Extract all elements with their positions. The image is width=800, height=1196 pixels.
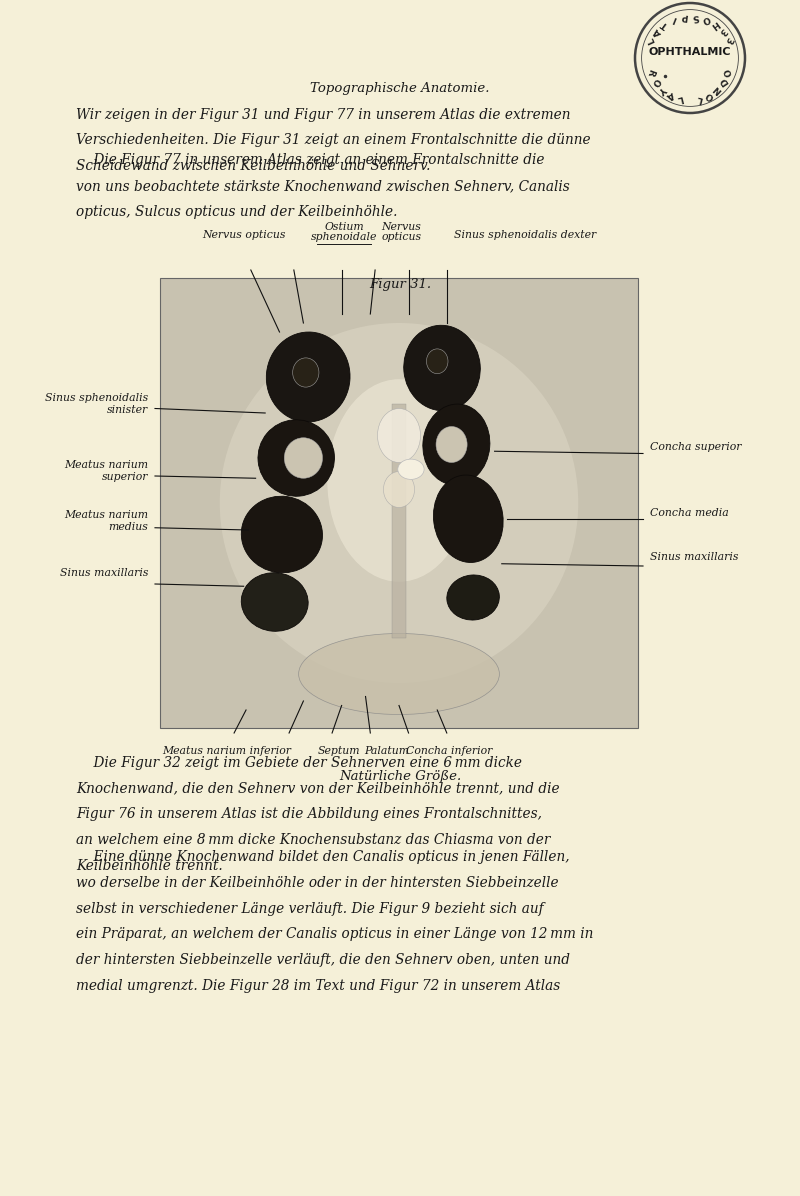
Text: Die Figur 77 in unserem Atlas zeigt an einem Frontalschnitte die: Die Figur 77 in unserem Atlas zeigt an e… xyxy=(76,153,545,167)
Text: Knochenwand, die den Sehnerv von der Keilbeinhöhle trennt, und die: Knochenwand, die den Sehnerv von der Kei… xyxy=(76,782,560,795)
Text: von uns beobachtete stärkste Knochenwand zwischen Sehnerv, Canalis: von uns beobachtete stärkste Knochenwand… xyxy=(76,179,570,193)
Ellipse shape xyxy=(383,471,414,507)
FancyBboxPatch shape xyxy=(160,277,638,728)
Text: A: A xyxy=(665,90,675,100)
Text: Figur 31.: Figur 31. xyxy=(369,279,431,291)
Text: I: I xyxy=(671,14,678,24)
Text: OPHTHALMIC: OPHTHALMIC xyxy=(649,47,731,57)
Ellipse shape xyxy=(404,325,480,410)
Text: medius: medius xyxy=(108,521,148,532)
Ellipse shape xyxy=(434,475,503,562)
Text: P: P xyxy=(681,12,689,22)
Ellipse shape xyxy=(447,575,499,620)
Text: 3: 3 xyxy=(717,26,728,37)
Ellipse shape xyxy=(220,323,578,683)
Text: Keilbeinhöhle trennt.: Keilbeinhöhle trennt. xyxy=(76,859,222,873)
Text: Nervus: Nervus xyxy=(382,222,422,232)
Ellipse shape xyxy=(242,496,322,573)
Ellipse shape xyxy=(436,427,467,463)
Text: O: O xyxy=(700,13,710,25)
Text: opticus, Sulcus opticus und der Keilbeinhöhle.: opticus, Sulcus opticus und der Keilbein… xyxy=(76,205,398,219)
Text: sphenoidale: sphenoidale xyxy=(311,232,378,242)
Text: Meatus narium: Meatus narium xyxy=(64,509,148,520)
Text: O: O xyxy=(724,67,735,78)
Text: Sinus maxillaris: Sinus maxillaris xyxy=(650,553,738,562)
Text: Wir zeigen in der Figur 31 und Figur 77 in unserem Atlas die extremen: Wir zeigen in der Figur 31 und Figur 77 … xyxy=(76,108,570,122)
Text: wo derselbe in der Keilbeinhöhle oder in der hintersten Siebbeinzelle: wo derselbe in der Keilbeinhöhle oder in… xyxy=(76,877,558,890)
Text: Y: Y xyxy=(657,84,667,94)
Text: Natürliche Größe.: Natürliche Größe. xyxy=(339,770,461,783)
Text: Concha media: Concha media xyxy=(650,507,729,518)
Ellipse shape xyxy=(266,332,350,422)
Text: Ostium: Ostium xyxy=(324,222,364,232)
Ellipse shape xyxy=(378,409,421,463)
Text: Meatus narium: Meatus narium xyxy=(64,460,148,470)
Text: L: L xyxy=(696,93,704,104)
Text: Figur 76 in unserem Atlas ist die Abbildung eines Frontalschnittes,: Figur 76 in unserem Atlas ist die Abbild… xyxy=(76,807,542,822)
Text: an welchem eine 8 mm dicke Knochensubstanz das Chiasma von der: an welchem eine 8 mm dicke Knochensubsta… xyxy=(76,832,550,847)
Text: medial umgrenzt. Die Figur 28 im Text und Figur 72 in unserem Atlas: medial umgrenzt. Die Figur 28 im Text un… xyxy=(76,978,560,993)
Text: opticus: opticus xyxy=(382,232,422,242)
Text: H: H xyxy=(709,18,720,30)
Text: Sinus maxillaris: Sinus maxillaris xyxy=(59,568,148,578)
Text: O: O xyxy=(704,90,715,100)
Text: A: A xyxy=(652,26,663,37)
Text: 3: 3 xyxy=(722,36,734,45)
Text: Palatum: Palatum xyxy=(365,746,410,756)
Ellipse shape xyxy=(423,404,490,484)
FancyBboxPatch shape xyxy=(392,404,406,637)
Ellipse shape xyxy=(293,358,319,388)
Text: Concha inferior: Concha inferior xyxy=(406,746,492,756)
Text: O: O xyxy=(650,75,662,87)
Text: selbst in verschiedener Länge verläuft. Die Figur 9 bezieht sich auf: selbst in verschiedener Länge verläuft. … xyxy=(76,902,544,916)
Text: Scheidewand zwischen Keilbeinhöhle und Sehnerv.: Scheidewand zwischen Keilbeinhöhle und S… xyxy=(76,159,430,173)
Text: L: L xyxy=(676,93,684,104)
Text: Topographische Anatomie.: Topographische Anatomie. xyxy=(310,81,490,94)
Ellipse shape xyxy=(398,459,424,480)
Text: Concha superior: Concha superior xyxy=(650,443,742,452)
Ellipse shape xyxy=(258,420,334,496)
Text: D: D xyxy=(719,75,730,87)
Text: Sinus sphenoidalis dexter: Sinus sphenoidalis dexter xyxy=(454,230,596,240)
Text: ein Präparat, an welchem der Canalis opticus in einer Länge von 12 mm in: ein Präparat, an welchem der Canalis opt… xyxy=(76,928,594,941)
Text: Verschiedenheiten. Die Figur 31 zeigt an einem Frontalschnitte die dünne: Verschiedenheiten. Die Figur 31 zeigt an… xyxy=(76,134,590,147)
Text: N: N xyxy=(712,84,724,94)
Ellipse shape xyxy=(327,379,470,581)
Ellipse shape xyxy=(426,349,448,373)
Text: Nervus opticus: Nervus opticus xyxy=(202,230,286,240)
Text: Meatus narium inferior: Meatus narium inferior xyxy=(162,746,291,756)
Ellipse shape xyxy=(242,573,308,631)
Text: sinister: sinister xyxy=(106,404,148,415)
Text: Septum: Septum xyxy=(318,746,361,756)
Text: superior: superior xyxy=(102,472,148,482)
Text: Sinus sphenoidalis: Sinus sphenoidalis xyxy=(45,392,148,403)
Text: T: T xyxy=(660,19,670,30)
Text: Die Figur 32 zeigt im Gebiete der Sehnerven eine 6 mm dicke: Die Figur 32 zeigt im Gebiete der Sehner… xyxy=(76,756,522,770)
Text: R: R xyxy=(646,67,656,77)
Ellipse shape xyxy=(284,438,322,478)
Ellipse shape xyxy=(298,634,499,714)
Text: L: L xyxy=(647,36,658,44)
Text: der hintersten Siebbeinzelle verläuft, die den Sehnerv oben, unten und: der hintersten Siebbeinzelle verläuft, d… xyxy=(76,953,570,968)
Text: Eine dünne Knochenwand bildet den Canalis opticus in jenen Fällen,: Eine dünne Knochenwand bildet den Canali… xyxy=(76,850,570,865)
Text: S: S xyxy=(691,12,699,22)
